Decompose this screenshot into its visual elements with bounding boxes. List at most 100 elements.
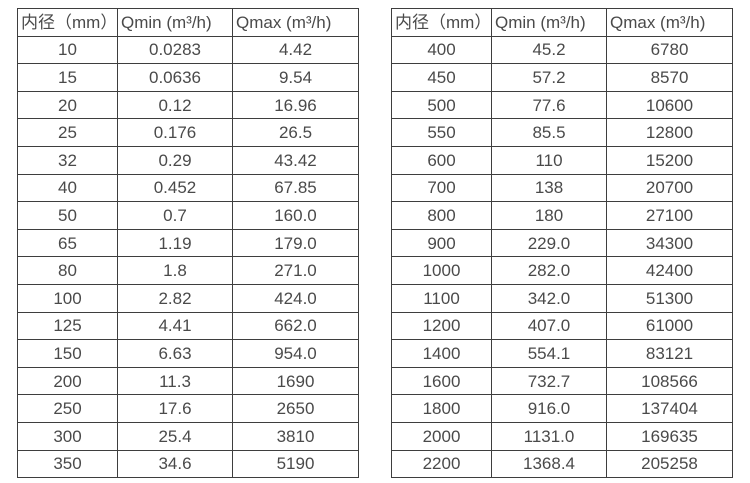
table-cell: 65 <box>17 228 118 258</box>
table-cell: 51300 <box>606 283 733 313</box>
table-cell: 1131.0 <box>491 421 607 451</box>
table-row: 550 85.5 12800 <box>391 118 733 147</box>
table-row: 300 25.4 3810 <box>17 421 359 451</box>
table-row: 20 0.12 16.96 <box>17 90 359 120</box>
table-cell: 407.0 <box>491 311 607 341</box>
table-cell: 15200 <box>606 145 733 175</box>
table-cell: 20 <box>17 90 118 120</box>
table-row: 400 45.2 6780 <box>391 35 733 65</box>
table-cell: 15 <box>17 63 118 92</box>
table-cell: 1368.4 <box>491 449 607 479</box>
table-row: 50 0.7 160.0 <box>17 201 359 230</box>
table-cell: 137404 <box>606 394 733 423</box>
table-row: 65 1.19 179.0 <box>17 228 359 258</box>
table-row: 25 0.176 26.5 <box>17 118 359 147</box>
table-cell: 43.42 <box>232 145 359 175</box>
table-cell: 1200 <box>391 311 492 341</box>
table-cell: 500 <box>391 90 492 120</box>
table-cell: 67.85 <box>232 173 359 203</box>
table-row: 350 34.6 5190 <box>17 449 359 479</box>
table-cell: 550 <box>391 118 492 147</box>
table-cell: 732.7 <box>491 366 607 396</box>
table-cell: 45.2 <box>491 35 607 65</box>
table-row: 1000 282.0 42400 <box>391 256 733 285</box>
table-cell: 57.2 <box>491 63 607 92</box>
table-cell: 1.19 <box>117 228 233 258</box>
table-cell: 77.6 <box>491 90 607 120</box>
table-cell: 0.176 <box>117 118 233 147</box>
header-row: 内径（mm） Qmin (m³/h) Qmax (m³/h) <box>391 8 733 37</box>
table-row: 1100 342.0 51300 <box>391 283 733 313</box>
header-cell: 内径（mm） <box>17 8 118 37</box>
table-cell: 61000 <box>606 311 733 341</box>
table-cell: 2000 <box>391 421 492 451</box>
header-cell: Qmax (m³/h) <box>232 8 359 37</box>
flow-table-left: 内径（mm） Qmin (m³/h) Qmax (m³/h) 10 0.0283 4.42… <box>17 8 359 479</box>
table-cell: 0.29 <box>117 145 233 175</box>
table-cell: 180 <box>491 201 607 230</box>
table-row: 150 6.63 954.0 <box>17 339 359 368</box>
table-row: 32 0.29 43.42 <box>17 145 359 175</box>
table-cell: 300 <box>17 421 118 451</box>
table-cell: 34300 <box>606 228 733 258</box>
table-cell: 10600 <box>606 90 733 120</box>
table-cell: 25 <box>17 118 118 147</box>
table-cell: 27100 <box>606 201 733 230</box>
table-row: 80 1.8 271.0 <box>17 256 359 285</box>
table-cell: 11.3 <box>117 366 233 396</box>
table-cell: 4.42 <box>232 35 359 65</box>
table-row: 1600 732.7 108566 <box>391 366 733 396</box>
table-row: 500 77.6 10600 <box>391 90 733 120</box>
table-cell: 12800 <box>606 118 733 147</box>
header-cell: Qmin (m³/h) <box>491 8 607 37</box>
table-cell: 0.0636 <box>117 63 233 92</box>
table-cell: 40 <box>17 173 118 203</box>
table-row: 1200 407.0 61000 <box>391 311 733 341</box>
table-cell: 954.0 <box>232 339 359 368</box>
table-row: 10 0.0283 4.42 <box>17 35 359 65</box>
table-cell: 1600 <box>391 366 492 396</box>
flow-table-right: 内径（mm） Qmin (m³/h) Qmax (m³/h) 400 45.2 6780 4… <box>391 8 733 479</box>
table-cell: 800 <box>391 201 492 230</box>
table-cell: 229.0 <box>491 228 607 258</box>
table-cell: 20700 <box>606 173 733 203</box>
table-cell: 5190 <box>232 449 359 479</box>
header-cell: Qmax (m³/h) <box>606 8 733 37</box>
table-cell: 662.0 <box>232 311 359 341</box>
table-row: 700 138 20700 <box>391 173 733 203</box>
table-cell: 150 <box>17 339 118 368</box>
table-cell: 0.452 <box>117 173 233 203</box>
table-row: 1800 916.0 137404 <box>391 394 733 423</box>
table-cell: 2200 <box>391 449 492 479</box>
table-cell: 342.0 <box>491 283 607 313</box>
table-cell: 271.0 <box>232 256 359 285</box>
table-cell: 0.12 <box>117 90 233 120</box>
table-row: 40 0.452 67.85 <box>17 173 359 203</box>
table-cell: 34.6 <box>117 449 233 479</box>
table-row: 125 4.41 662.0 <box>17 311 359 341</box>
table-cell: 110 <box>491 145 607 175</box>
table-cell: 0.7 <box>117 201 233 230</box>
table-cell: 250 <box>17 394 118 423</box>
table-cell: 200 <box>17 366 118 396</box>
table-cell: 1100 <box>391 283 492 313</box>
table-cell: 160.0 <box>232 201 359 230</box>
table-cell: 600 <box>391 145 492 175</box>
table-cell: 2.82 <box>117 283 233 313</box>
table-cell: 554.1 <box>491 339 607 368</box>
table-row: 100 2.82 424.0 <box>17 283 359 313</box>
table-cell: 450 <box>391 63 492 92</box>
table-cell: 282.0 <box>491 256 607 285</box>
table-row: 2200 1368.4 205258 <box>391 449 733 479</box>
table-row: 900 229.0 34300 <box>391 228 733 258</box>
table-cell: 25.4 <box>117 421 233 451</box>
table-cell: 9.54 <box>232 63 359 92</box>
table-cell: 1800 <box>391 394 492 423</box>
table-cell: 108566 <box>606 366 733 396</box>
table-cell: 100 <box>17 283 118 313</box>
header-cell: 内径（mm） <box>391 8 492 37</box>
table-cell: 3810 <box>232 421 359 451</box>
table-row: 1400 554.1 83121 <box>391 339 733 368</box>
table-cell: 8570 <box>606 63 733 92</box>
